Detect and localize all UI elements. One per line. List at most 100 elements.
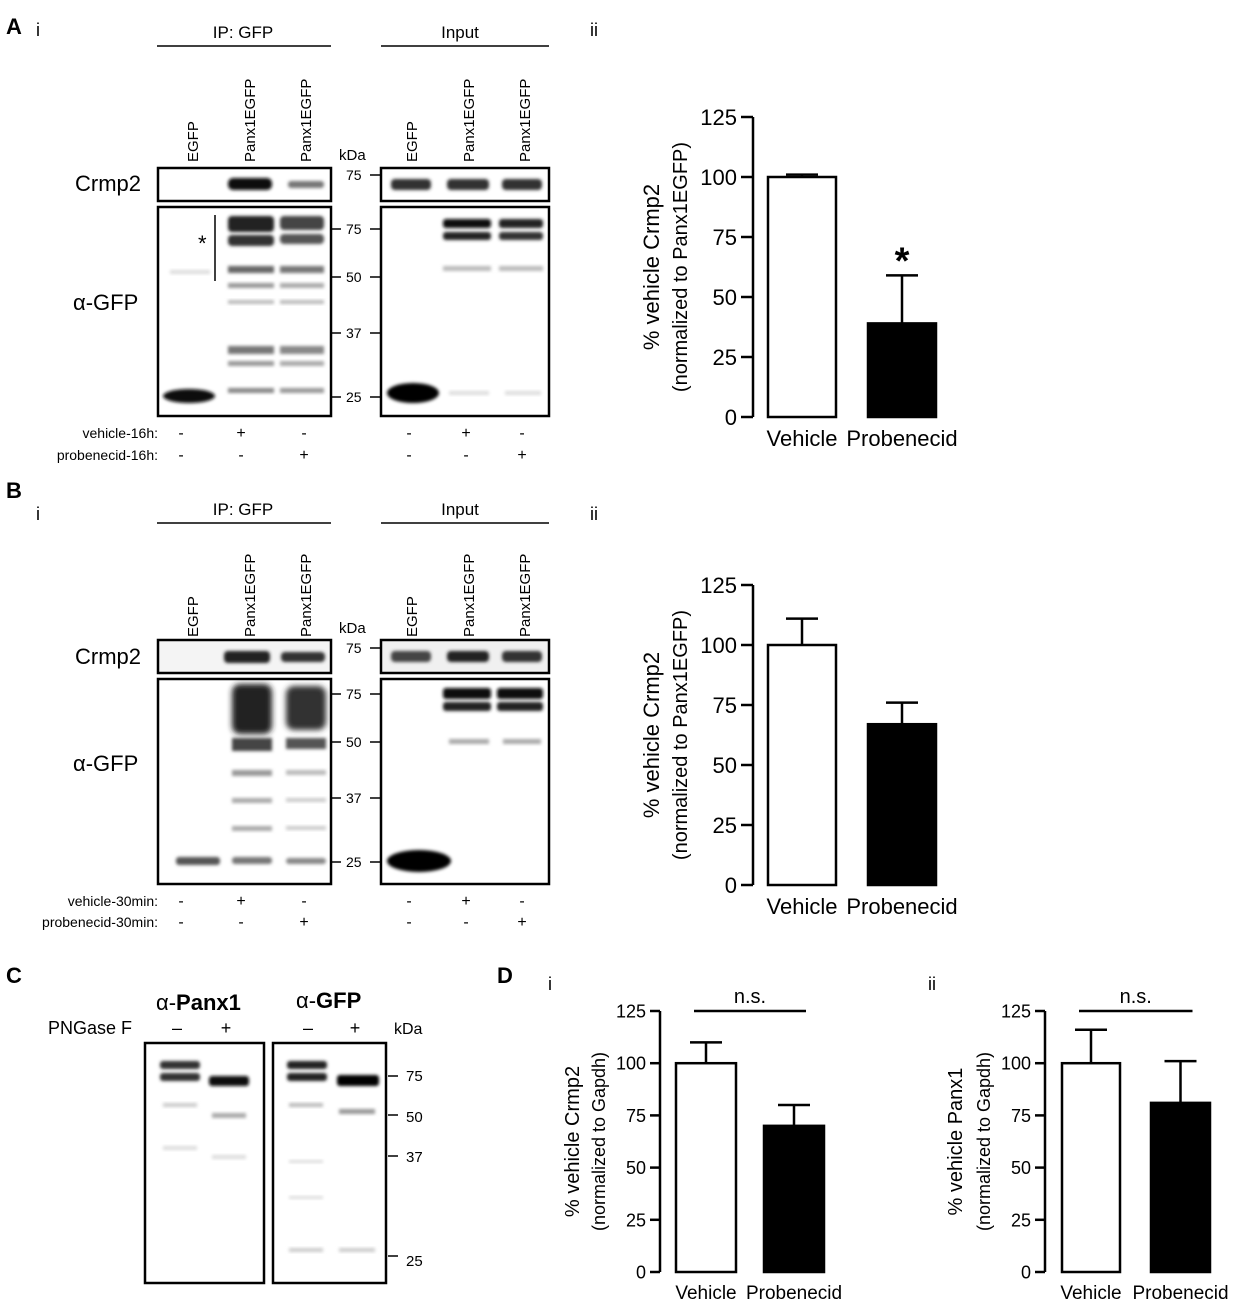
marker-label: 75 [346,221,362,237]
sign: + [299,447,308,464]
bar [766,643,838,887]
marker-label: 37 [346,325,362,341]
y-tick-label: 100 [1001,1054,1031,1074]
y-tick-label: 25 [713,345,737,370]
y-tick-label: 25 [1011,1210,1031,1230]
y-tick-label: 75 [626,1106,646,1126]
blot-title: α-GFP [296,988,361,1013]
y-tick-label: 100 [700,633,737,658]
category-label: Probenecid [1132,1283,1228,1300]
marker-label: 25 [406,1253,423,1270]
marker-label: 50 [346,269,362,285]
panx1-blot [143,1041,266,1285]
gfp-blot-input [379,205,551,418]
sign: - [519,893,524,910]
bar [674,1061,738,1274]
bar-chart-a-ii: 0 25 50 75 100 125 % vehicle Crmp2 (normalized … [639,105,958,451]
molecular-weight-markers: 75 75 50 37 25 [331,640,381,870]
y-tick-label: 125 [700,573,737,598]
sign: + [461,893,470,910]
sign: – [172,1018,182,1038]
crmp2-blot-input [379,638,551,675]
y-tick-label: 50 [626,1158,646,1178]
bar [762,1124,826,1274]
lane-label: Panx1EGFP [517,554,534,637]
panel-letter: C [6,963,22,988]
sub-label: ii [590,504,598,524]
bar [766,175,838,419]
marker-label: 75 [346,686,362,702]
crmp2-blot-input [379,166,551,203]
marker-label: 50 [406,1109,423,1126]
y-tick-label: 0 [725,405,737,430]
gfp-blot-input [379,677,551,886]
y-tick-label: 0 [1021,1262,1031,1282]
panel-d: D i ii [497,963,936,994]
treatment-label: vehicle-16h: [83,425,159,441]
lane-label: EGFP [185,596,202,637]
marker-label: 75 [406,1068,423,1085]
panel-letter: A [6,14,22,39]
sign: + [517,914,526,931]
input-header: Input [441,500,479,519]
marker-label: 37 [406,1149,423,1166]
y-tick-label: 0 [725,873,737,898]
sign: + [299,914,308,931]
panel-letter: D [497,963,513,988]
sign: + [221,1018,232,1038]
sub-label: ii [590,20,598,40]
y-tick-label: 100 [700,165,737,190]
y-tick-label: 25 [713,813,737,838]
sign: - [178,914,183,931]
sign: - [178,447,183,464]
bar-chart-b-ii: 0 25 50 75 100 125 % vehicle Crmp2 (normalized … [639,573,958,919]
y-tick-label: 50 [713,753,737,778]
y-axis-label: (normalized to Gapdh) [589,1052,609,1231]
sign: - [406,447,411,464]
lane-label: Panx1EGFP [242,79,259,162]
y-tick-label: 50 [1011,1158,1031,1178]
marker-label: 50 [346,734,362,750]
lane-label: EGFP [404,596,421,637]
marker-label: 25 [346,389,362,405]
panel-b: B i ii IP: GFP Input EGFP Panx1EGFP Panx… [6,478,598,931]
sign: – [303,1018,313,1038]
marker-label: 37 [346,790,362,806]
bar-chart-d-ii: 0 25 50 75 100 125 % vehicle Panx1 (normalized … [945,986,1229,1300]
bar [866,722,938,887]
sign: + [350,1018,361,1038]
y-axis-label: % vehicle Crmp2 [639,184,664,350]
category-label: Probenecid [846,426,957,451]
panel-a: A i ii IP: GFP Input EGFP Panx1EGFP Panx… [6,14,598,464]
ip-header: IP: GFP [213,23,273,42]
panel-c: C α-Panx1 α-GFP PNGase F – + – + kDa [6,963,423,1285]
kda-label: kDa [394,1021,423,1038]
crmp2-row-label: Crmp2 [75,171,141,196]
y-tick-label: 75 [1011,1106,1031,1126]
sign: - [301,425,306,442]
category-label: Vehicle [675,1283,736,1300]
y-tick-label: 25 [626,1210,646,1230]
y-axis-label: % vehicle Crmp2 [562,1066,584,1217]
sign: + [236,893,245,910]
significance-asterisk: * [895,240,910,282]
bar [866,322,938,419]
treatment-label: probenecid-30min: [42,914,158,930]
sign: - [406,893,411,910]
sign: - [301,893,306,910]
y-tick-label: 0 [636,1262,646,1282]
gfp-blot-ip [156,677,333,886]
lane-label: Panx1EGFP [461,554,478,637]
panel-letter: B [6,478,22,503]
molecular-weight-markers: 75 75 50 37 25 [331,167,381,405]
blot-title: α-Panx1 [156,990,241,1015]
input-header: Input [441,23,479,42]
gfp-row-label: α-GFP [73,751,138,776]
y-axis-label: (normalized to Panx1EGFP) [670,142,692,392]
lane-label: Panx1EGFP [517,79,534,162]
sign: + [517,447,526,464]
lane-label: Panx1EGFP [242,554,259,637]
category-label: Probenecid [846,894,957,919]
sign: - [178,425,183,442]
